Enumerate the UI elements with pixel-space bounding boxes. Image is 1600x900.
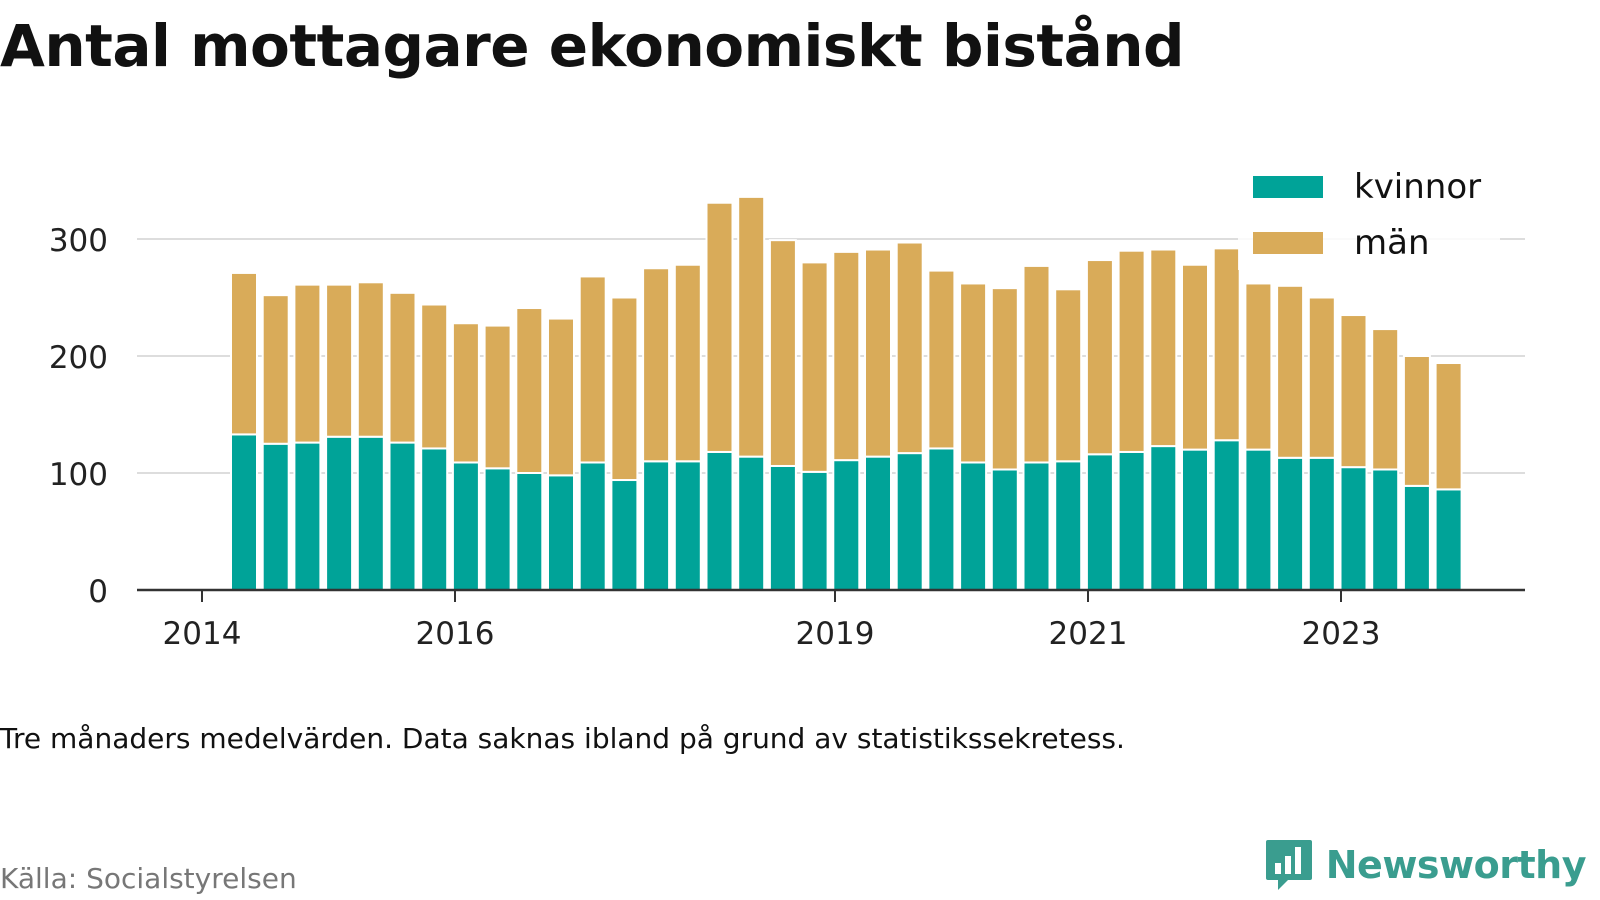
bar-kvinnor <box>420 447 449 591</box>
x-tick-label: 2019 <box>796 616 875 652</box>
bar-man <box>1212 247 1241 442</box>
bar-kvinnor <box>959 461 988 591</box>
bar-kvinnor <box>356 435 385 592</box>
bar-kvinnor <box>768 464 797 592</box>
bar-man <box>990 287 1019 471</box>
bar-kvinnor <box>230 433 258 592</box>
bar-man <box>1371 328 1400 471</box>
bar-man <box>261 294 290 445</box>
brand-name: Newsworthy <box>1325 843 1587 887</box>
bar-man <box>800 261 829 473</box>
bar-kvinnor <box>1054 460 1083 591</box>
bar-kvinnor <box>990 468 1019 591</box>
bar-kvinnor <box>642 460 671 591</box>
chart-note: Tre månaders medelvärden. Data saknas ib… <box>0 722 1125 755</box>
bar-kvinnor <box>610 479 639 591</box>
bar-kvinnor <box>864 455 892 591</box>
bar-kvinnor <box>927 447 956 591</box>
newsworthy-logo-icon <box>1265 840 1312 890</box>
bar-man <box>1402 355 1431 487</box>
bar-kvinnor <box>1434 488 1463 592</box>
stacked-bar-chart: 0 100 200 300 2014 2016 2019 2021 2023 kvinnor män <box>48 162 1525 652</box>
bar-kvinnor <box>483 467 512 592</box>
x-tick-label: 2023 <box>1302 616 1381 652</box>
bar-kvinnor <box>1117 450 1146 591</box>
x-tick-label: 2016 <box>416 616 495 652</box>
bar-kvinnor <box>1149 445 1178 591</box>
bar-man <box>1117 249 1146 453</box>
bar-kvinnor <box>1339 466 1368 591</box>
bar-man <box>483 324 512 470</box>
bar-man <box>1085 259 1114 456</box>
bar-kvinnor <box>1022 461 1051 591</box>
bar-man <box>927 269 956 450</box>
legend-label: män <box>1354 223 1430 263</box>
bar-kvinnor <box>578 461 607 591</box>
bar-man <box>420 303 449 450</box>
bar-man <box>1307 296 1336 459</box>
bar-kvinnor <box>1212 439 1241 591</box>
bar-man <box>610 296 639 482</box>
y-tick-label: 300 <box>49 223 108 259</box>
bar-man <box>768 239 797 467</box>
bar-man <box>356 281 385 438</box>
bar-man <box>325 283 354 438</box>
bar-kvinnor <box>515 472 544 591</box>
bar-man <box>293 283 322 444</box>
legend-swatch <box>1253 176 1323 198</box>
bar-kvinnor <box>1402 484 1431 591</box>
source-label: Källa: Socialstyrelsen <box>0 862 297 895</box>
bar-man <box>1276 284 1305 459</box>
bar-kvinnor <box>673 460 702 591</box>
bar-man <box>959 282 988 464</box>
chart-title: Antal mottagare ekonomiskt bistånd <box>0 12 1185 80</box>
y-tick-label: 200 <box>49 340 108 376</box>
y-tick-label: 100 <box>49 457 108 493</box>
bar-kvinnor <box>1181 448 1209 591</box>
bar-man <box>1149 248 1178 448</box>
bar-man <box>1022 264 1051 464</box>
bar-kvinnor <box>832 459 861 591</box>
bar-man <box>230 271 258 436</box>
bar-kvinnor <box>325 435 354 592</box>
bar-man <box>864 248 892 458</box>
bar-kvinnor <box>261 442 290 591</box>
bar-man <box>895 241 924 455</box>
bar-man <box>388 291 417 444</box>
legend: kvinnor män <box>1238 162 1500 270</box>
bar-kvinnor <box>388 441 417 591</box>
bar-man <box>451 322 480 464</box>
bar-kvinnor <box>451 461 480 591</box>
bar-man <box>1244 282 1273 451</box>
bar-kvinnor <box>895 452 924 591</box>
bar-man <box>1434 362 1463 491</box>
bar-man <box>1181 263 1209 451</box>
bar-man <box>1339 314 1368 469</box>
bar-man <box>515 307 544 474</box>
bar-man <box>578 275 607 464</box>
x-tick-label: 2014 <box>163 616 242 652</box>
legend-swatch <box>1253 232 1323 254</box>
bar-man <box>547 317 575 477</box>
bar-man <box>642 267 671 463</box>
legend-label: kvinnor <box>1354 167 1481 207</box>
bar-kvinnor <box>1307 456 1336 592</box>
bar-kvinnor <box>1276 456 1305 592</box>
bar-kvinnor <box>800 470 829 591</box>
y-tick-label: 0 <box>88 574 108 610</box>
bar-kvinnor <box>547 474 575 591</box>
bar-kvinnor <box>293 441 322 591</box>
bar-kvinnor <box>1244 448 1273 591</box>
bar-kvinnor <box>737 455 766 591</box>
bar-kvinnor <box>705 450 734 591</box>
bar-man <box>705 201 734 453</box>
bar-kvinnor <box>1371 468 1400 591</box>
brand-logo[interactable]: Newsworthy <box>1264 838 1587 892</box>
bar-man <box>832 250 861 462</box>
bar-kvinnor <box>1085 453 1114 591</box>
x-tick-label: 2021 <box>1049 616 1128 652</box>
bar-man <box>737 195 766 458</box>
bar-man <box>673 263 702 463</box>
bar-man <box>1054 288 1083 463</box>
